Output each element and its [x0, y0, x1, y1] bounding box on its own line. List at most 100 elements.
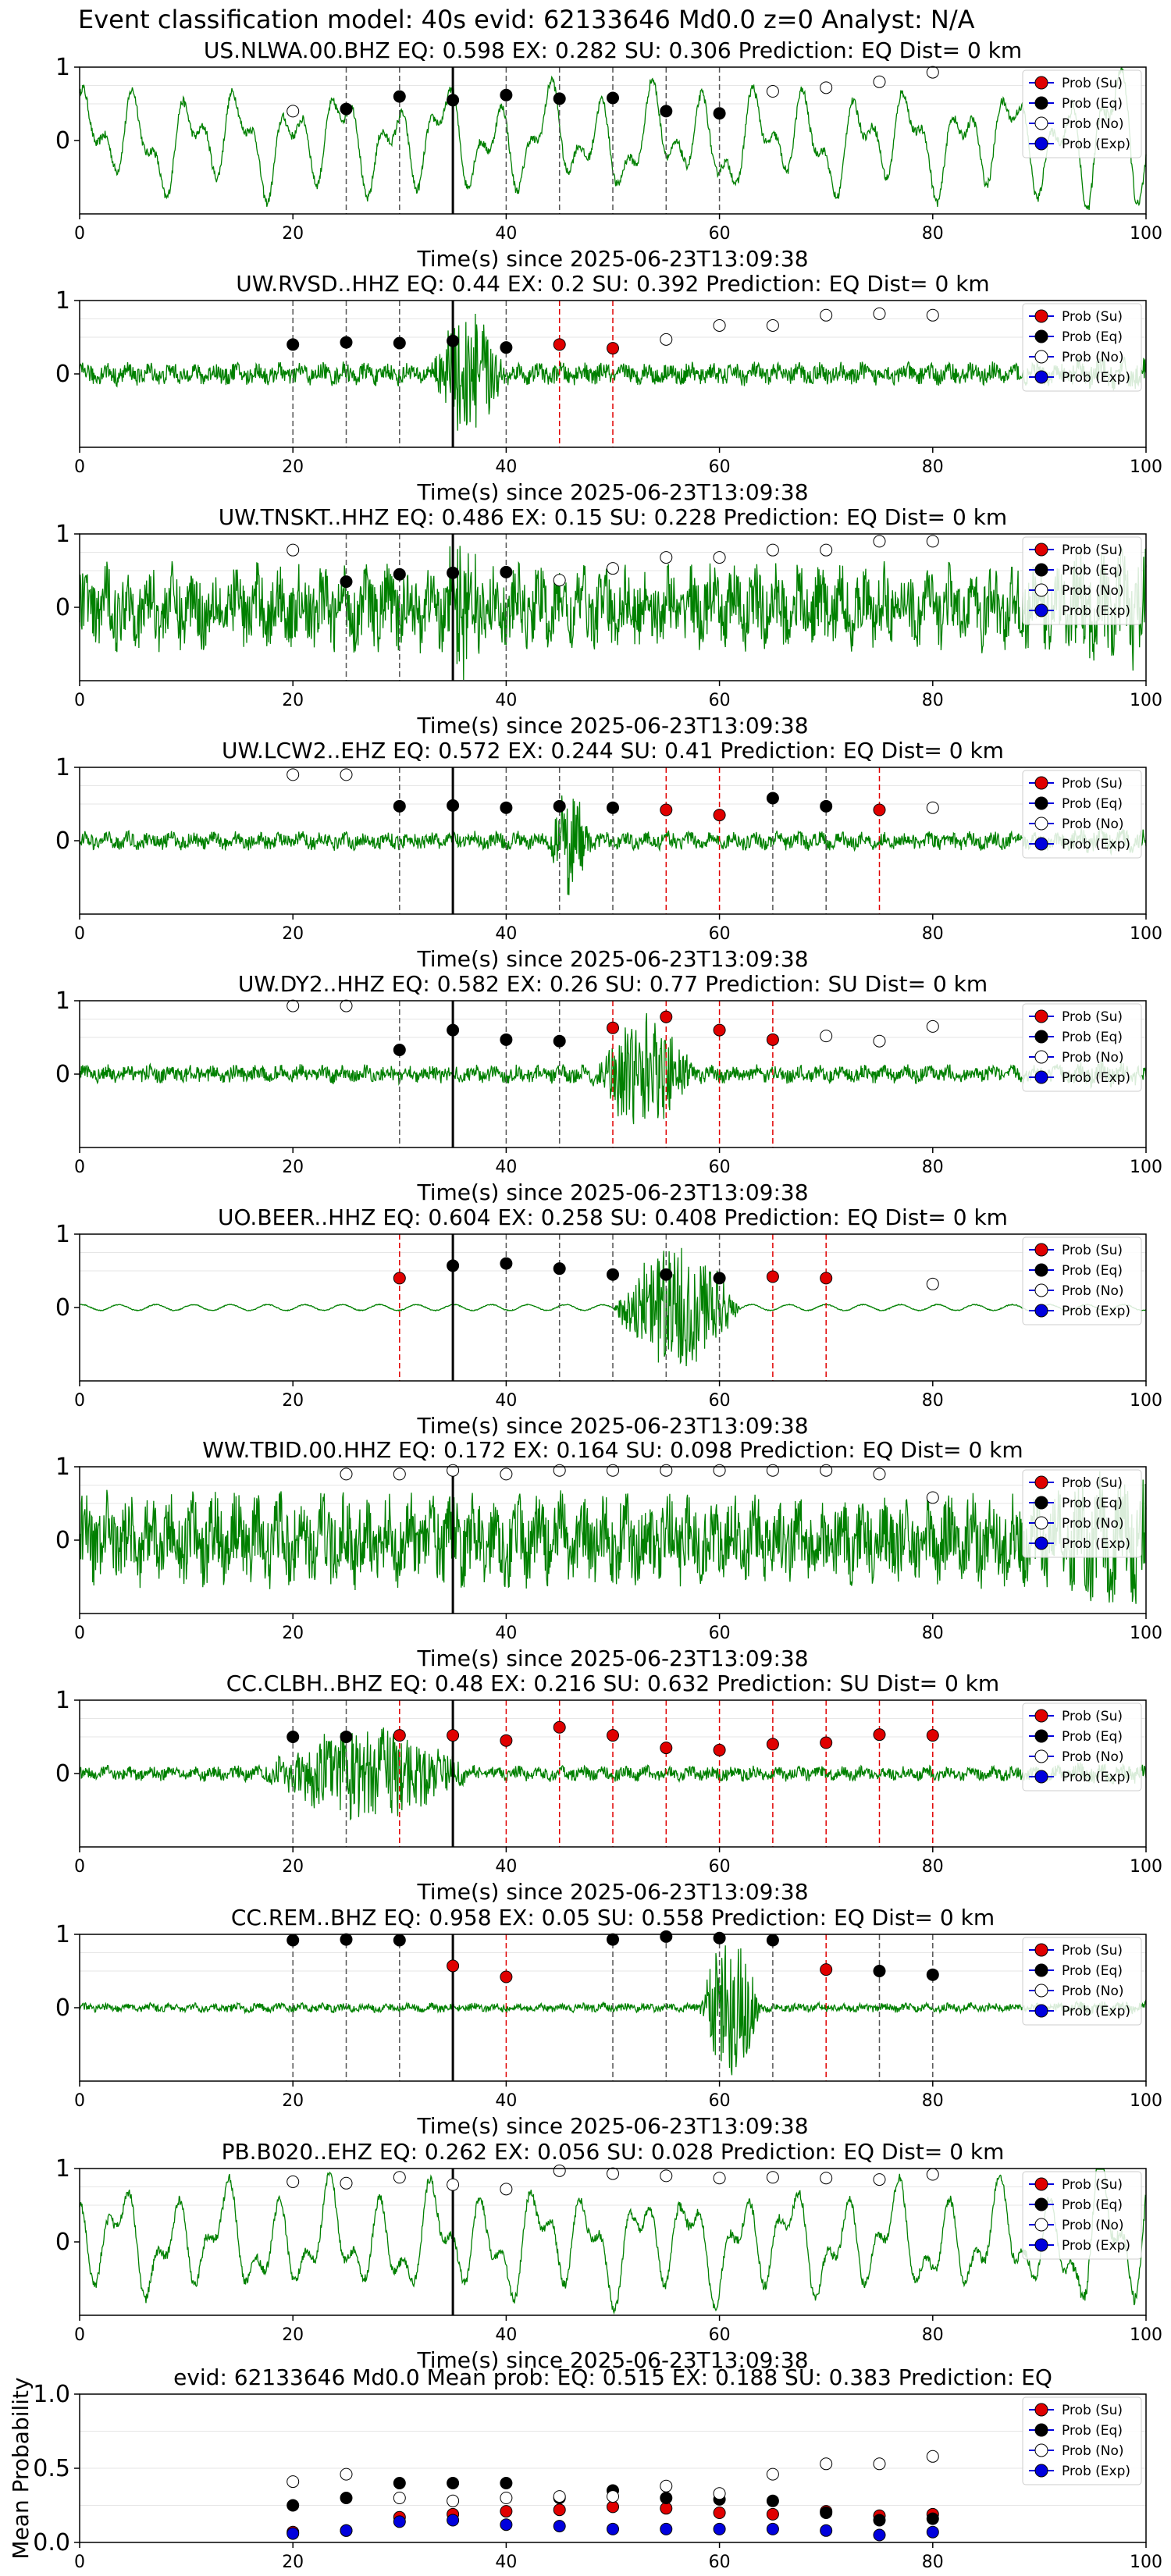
x-tick-label: 60: [709, 1857, 731, 1877]
y-tick-label: 1: [55, 2155, 70, 2183]
legend-marker-su: [1034, 1709, 1048, 1723]
prob-point-no: [926, 1019, 939, 1033]
prob-point-eq: [873, 1965, 886, 1977]
prob-point-no: [713, 318, 726, 332]
prob-point-eq: [340, 1933, 353, 1946]
legend-box: [1022, 303, 1142, 392]
legend-marker-no: [1034, 1283, 1048, 1297]
y-tick-label: 1: [55, 754, 70, 781]
x-tick-label: 100: [1130, 2325, 1162, 2345]
x-axis-label: Time(s) since 2025-06-23T13:09:38: [416, 246, 808, 272]
legend-marker-exp: [1034, 1536, 1048, 1550]
prob-point-eq: [660, 105, 673, 118]
prob-point-no: [873, 1034, 886, 1048]
mean-point-exp: [287, 2527, 300, 2540]
x-tick-label: 20: [282, 2091, 304, 2111]
legend-label-exp: Prob (Exp): [1062, 137, 1130, 152]
station-panel-2: 1 0 UW.TNSKT..HHZ EQ: 0.486 EX: 0.15 SU: 0…: [55, 504, 1162, 738]
x-tick-label: 40: [495, 224, 517, 244]
legend-box: [1022, 69, 1142, 158]
legend-marker-eq: [1034, 1963, 1048, 1977]
prob-point-su: [766, 1033, 779, 1046]
x-tick-label: 100: [1130, 1624, 1162, 1643]
legend-label-no: Prob (No): [1062, 350, 1124, 365]
legend-marker-eq: [1034, 329, 1048, 343]
mean-point-no: [926, 2450, 939, 2463]
panel-title: PB.B020..EHZ EQ: 0.262 EX: 0.056 SU: 0.0…: [222, 2139, 1005, 2165]
x-tick-label: 80: [922, 924, 944, 944]
x-tick-label: 0: [74, 2325, 85, 2345]
legend-marker-exp: [1034, 603, 1048, 617]
y-tick-label: 1: [55, 1221, 70, 1248]
y-tick-label: 1: [55, 54, 70, 81]
prob-point-su: [553, 338, 566, 351]
prob-point-su: [766, 1270, 779, 1283]
prob-point-no: [660, 1464, 673, 1477]
legend-label-eq: Prob (Eq): [1062, 796, 1123, 812]
x-tick-label: 40: [495, 1158, 517, 1177]
x-tick-label: 100: [1130, 2091, 1162, 2111]
prob-point-no: [766, 1464, 779, 1477]
y-tick-label: 1: [55, 1453, 70, 1481]
prob-point-eq: [820, 799, 833, 813]
panel-title: WW.TBID.00.HHZ EQ: 0.172 EX: 0.164 SU: 0…: [202, 1437, 1023, 1463]
prob-point-no: [340, 999, 353, 1012]
panel-title: CC.CLBH..BHZ EQ: 0.48 EX: 0.216 SU: 0.63…: [226, 1670, 999, 1696]
x-tick-label: 0: [74, 1857, 85, 1877]
mean-point-no: [500, 2492, 513, 2504]
legend-label-exp: Prob (Exp): [1062, 1770, 1130, 1785]
prob-point-eq: [766, 1934, 779, 1947]
legend-label-su: Prob (Su): [1062, 1243, 1123, 1258]
legend-label-exp: Prob (Exp): [1062, 1304, 1130, 1319]
mean-point-su: [766, 2507, 779, 2521]
legend-label-eq: Prob (Eq): [1062, 1729, 1123, 1745]
legend-marker-no: [1034, 817, 1048, 831]
y-tick-label: 1.0: [33, 2381, 70, 2408]
y-tick-label: 0: [55, 1294, 70, 1322]
mean-point-no: [820, 2457, 833, 2471]
legend-label-eq: Prob (Eq): [1062, 96, 1123, 112]
prob-point-eq: [500, 1257, 513, 1270]
legend-marker-no: [1034, 2218, 1048, 2232]
x-tick-label: 80: [922, 2553, 944, 2572]
x-tick-label: 40: [495, 691, 517, 710]
y-tick-label: 1: [55, 287, 70, 315]
x-tick-label: 20: [282, 1158, 304, 1177]
prob-point-no: [553, 2164, 566, 2177]
prob-point-no: [393, 1468, 406, 1481]
x-tick-label: 20: [282, 2553, 304, 2572]
legend-marker-su: [1034, 1243, 1048, 1257]
x-tick-label: 20: [282, 1391, 304, 1411]
x-tick-label: 0: [74, 1624, 85, 1643]
x-tick-label: 80: [922, 224, 944, 244]
y-tick-label: 0.5: [33, 2455, 70, 2482]
prob-point-eq: [287, 1731, 300, 1743]
prob-point-su: [553, 1720, 566, 1734]
prob-point-su: [873, 1728, 886, 1742]
mean-point-exp: [340, 2524, 353, 2537]
x-tick-label: 40: [495, 1624, 517, 1643]
mean-point-no: [447, 2494, 460, 2507]
y-tick-label: 0: [55, 1527, 70, 1554]
y-tick-label: 0: [55, 2229, 70, 2256]
mean-point-eq: [447, 2477, 460, 2489]
prob-point-no: [820, 543, 833, 557]
legend-label-exp: Prob (Exp): [1062, 2464, 1130, 2479]
mean-point-eq: [660, 2492, 673, 2504]
prob-point-no: [873, 1468, 886, 1481]
mean-point-no: [393, 2492, 406, 2504]
mean-point-no: [766, 2467, 779, 2481]
prob-point-no: [447, 2178, 460, 2191]
waveform-trace: [79, 1471, 1147, 1604]
prob-point-eq: [447, 799, 460, 812]
station-panel-9: 1 0 PB.B020..EHZ EQ: 0.262 EX: 0.056 SU: 0…: [55, 2139, 1162, 2373]
y-tick-label: 1: [55, 987, 70, 1015]
prob-point-no: [287, 999, 300, 1012]
mean-point-exp: [553, 2520, 566, 2533]
x-tick-label: 80: [922, 1391, 944, 1411]
prob-point-no: [340, 2176, 353, 2190]
prob-point-eq: [393, 568, 406, 581]
prob-point-eq: [553, 799, 566, 813]
prob-point-no: [926, 66, 939, 79]
x-axis-label: Time(s) since 2025-06-23T13:09:38: [416, 2347, 808, 2373]
